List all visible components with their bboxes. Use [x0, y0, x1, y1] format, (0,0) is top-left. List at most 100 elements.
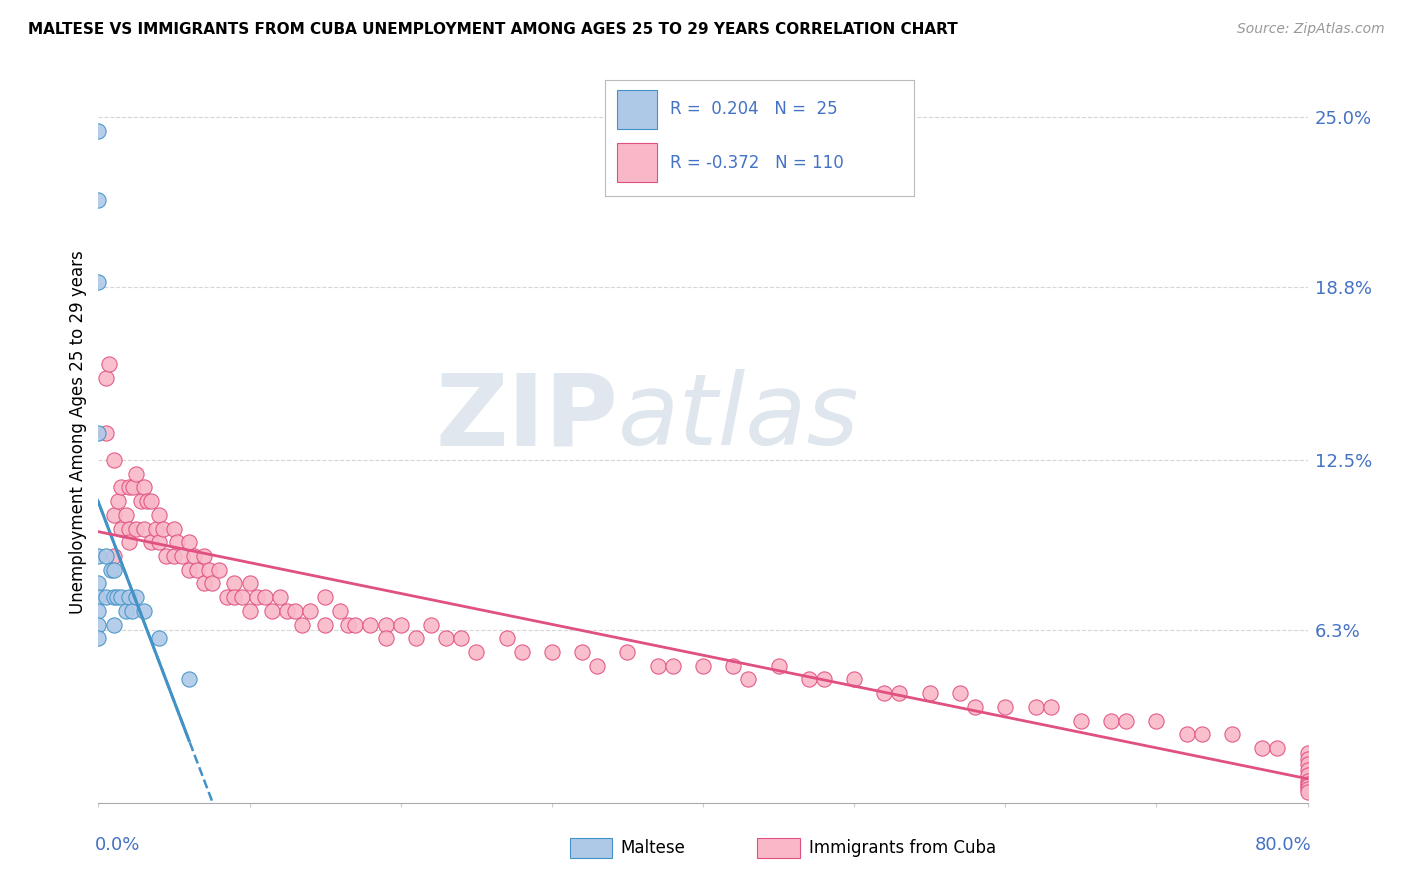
Point	[125, 522, 148, 536]
Point	[647, 658, 669, 673]
Point	[737, 673, 759, 687]
Point	[314, 590, 336, 604]
Point	[110, 480, 132, 494]
Text: Immigrants from Cuba: Immigrants from Cuba	[810, 839, 997, 857]
Point	[103, 453, 125, 467]
Point	[103, 617, 125, 632]
Text: R =  0.204   N =  25: R = 0.204 N = 25	[669, 100, 837, 119]
Point	[1115, 714, 1137, 728]
Point	[797, 673, 820, 687]
Text: atlas: atlas	[619, 369, 860, 467]
Point	[495, 632, 517, 646]
Point	[125, 590, 148, 604]
Point	[179, 535, 201, 549]
Point	[723, 658, 745, 673]
Point	[1191, 727, 1213, 741]
Point	[87, 617, 110, 632]
Point	[1024, 699, 1046, 714]
Point	[844, 673, 866, 687]
Point	[148, 535, 170, 549]
Point	[118, 480, 141, 494]
Point	[118, 535, 141, 549]
Point	[813, 673, 835, 687]
Point	[1144, 714, 1167, 728]
Point	[1296, 768, 1319, 782]
Point	[1267, 741, 1289, 756]
Point	[586, 658, 609, 673]
Point	[299, 604, 322, 618]
Point	[103, 590, 125, 604]
FancyBboxPatch shape	[569, 838, 613, 858]
Point	[314, 617, 336, 632]
Point	[231, 590, 253, 604]
Point	[179, 563, 201, 577]
Point	[1296, 747, 1319, 761]
Point	[110, 590, 132, 604]
Point	[1296, 757, 1319, 772]
Point	[1099, 714, 1122, 728]
Point	[329, 604, 352, 618]
Point	[994, 699, 1017, 714]
Point	[118, 522, 141, 536]
Text: Maltese: Maltese	[621, 839, 686, 857]
Point	[1251, 741, 1274, 756]
Text: Source: ZipAtlas.com: Source: ZipAtlas.com	[1237, 22, 1385, 37]
Point	[239, 604, 262, 618]
Point	[571, 645, 593, 659]
Point	[100, 563, 122, 577]
Point	[965, 699, 987, 714]
Text: ZIP: ZIP	[436, 369, 619, 467]
Point	[152, 522, 174, 536]
Point	[94, 371, 117, 385]
Point	[166, 535, 188, 549]
Point	[434, 632, 457, 646]
Point	[1296, 763, 1319, 777]
Text: 0.0%: 0.0%	[94, 836, 141, 855]
Point	[114, 508, 136, 522]
Point	[1296, 776, 1319, 790]
FancyBboxPatch shape	[758, 838, 800, 858]
Point	[374, 632, 396, 646]
Point	[540, 645, 562, 659]
Point	[132, 480, 155, 494]
Point	[201, 576, 224, 591]
Point	[179, 673, 201, 687]
Point	[208, 563, 231, 577]
Point	[510, 645, 533, 659]
Point	[87, 549, 110, 563]
Point	[121, 604, 143, 618]
Point	[193, 576, 215, 591]
Point	[163, 549, 186, 563]
Point	[155, 549, 177, 563]
Point	[224, 590, 246, 604]
Point	[148, 632, 170, 646]
Point	[118, 590, 141, 604]
Point	[246, 590, 269, 604]
Point	[239, 576, 262, 591]
Point	[1296, 773, 1319, 788]
Point	[122, 480, 145, 494]
Point	[98, 357, 121, 371]
Point	[183, 549, 205, 563]
Point	[269, 590, 291, 604]
Point	[215, 590, 238, 604]
Point	[1296, 752, 1319, 766]
Point	[1296, 785, 1319, 799]
Point	[141, 494, 163, 508]
Point	[889, 686, 911, 700]
Point	[276, 604, 298, 618]
Point	[87, 425, 110, 440]
Y-axis label: Unemployment Among Ages 25 to 29 years: Unemployment Among Ages 25 to 29 years	[69, 251, 87, 615]
Point	[768, 658, 790, 673]
Point	[405, 632, 427, 646]
FancyBboxPatch shape	[617, 143, 657, 182]
Point	[949, 686, 972, 700]
Point	[114, 604, 136, 618]
Point	[132, 604, 155, 618]
Point	[103, 549, 125, 563]
Point	[105, 590, 128, 604]
Point	[94, 590, 117, 604]
Point	[103, 508, 125, 522]
Point	[197, 563, 219, 577]
FancyBboxPatch shape	[617, 89, 657, 129]
